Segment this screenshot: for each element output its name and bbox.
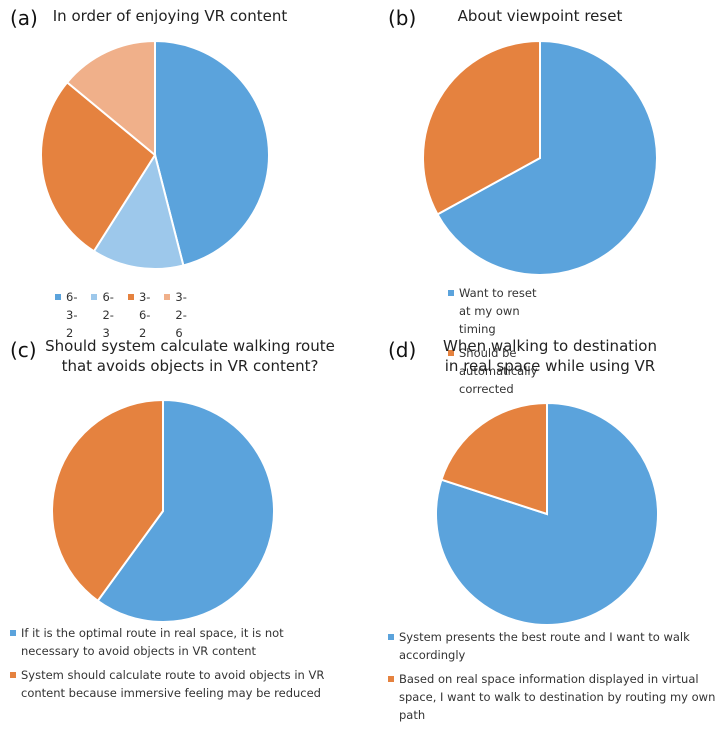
legend-swatch [448, 350, 454, 356]
pie-slice-a-4 [65, 39, 156, 158]
pie-slice-a-1 [154, 39, 270, 267]
legend-item-a-2: 6-2-3 [91, 288, 114, 342]
pie-chart-d [435, 401, 659, 626]
legend-label: Should be automatically corrected [459, 346, 538, 396]
legend-swatch [388, 634, 394, 640]
legend-label: If it is the optimal route in real space… [21, 626, 284, 658]
legend-a: 6-3-2 6-2-3 3-6-2 3-2-6 [55, 288, 187, 342]
pie-slice-d-2 [440, 401, 548, 516]
legend-label: 6-2-3 [102, 290, 114, 340]
pie-slice-a-2 [92, 152, 185, 270]
panel-label-a: (a) [10, 6, 38, 30]
legend-label: 3-6-2 [138, 290, 151, 340]
pie-chart-a [40, 39, 270, 270]
legend-item-d-1: System presents the best route and I wan… [388, 628, 720, 664]
legend-swatch [91, 294, 98, 300]
legend-swatch [10, 630, 16, 636]
legend-item-c-2: System should calculate route to avoid o… [10, 666, 340, 702]
pie-slice-c-1 [96, 398, 275, 623]
legend-item-b-1: Want to reset at my own timing [448, 284, 537, 338]
legend-item-d-2: Based on real space information displaye… [388, 670, 720, 724]
legend-item-a-1: 6-3-2 [55, 288, 77, 342]
pie-slice-c-2 [51, 398, 164, 603]
pie-chart-c [51, 398, 275, 623]
legend-label: 3-2-6 [175, 290, 187, 340]
legend-b: Want to reset at my own timing Should be … [448, 284, 537, 404]
legend-c: If it is the optimal route in real space… [10, 624, 340, 708]
legend-label: 6-3-2 [66, 290, 78, 340]
chart-title-c: Should system calculate walking route th… [45, 337, 335, 375]
legend-swatch [164, 294, 171, 300]
pie-slice-b-2 [422, 39, 541, 216]
legend-swatch [127, 294, 134, 300]
legend-label: Based on real space information displaye… [399, 672, 716, 722]
pie-slice-a-3 [40, 80, 157, 253]
legend-swatch [55, 294, 61, 300]
chart-title-d: When walking to destination in real spac… [443, 337, 657, 375]
legend-swatch [388, 676, 394, 682]
panel-label-b: (b) [388, 6, 417, 30]
legend-item-a-4: 3-2-6 [164, 288, 187, 342]
legend-swatch [448, 290, 454, 296]
legend-label: System presents the best route and I wan… [399, 630, 690, 662]
legend-item-b-2: Should be automatically corrected [448, 344, 537, 398]
chart-title-b: About viewpoint reset [457, 7, 623, 25]
legend-label: System should calculate route to avoid o… [21, 668, 325, 700]
panel-label-d: (d) [388, 338, 417, 362]
pie-slice-b-1 [436, 39, 658, 276]
panel-label-c: (c) [10, 338, 37, 362]
legend-d: System presents the best route and I wan… [388, 628, 720, 730]
pie-chart-b [422, 39, 658, 276]
legend-swatch [10, 672, 16, 678]
legend-item-c-1: If it is the optimal route in real space… [10, 624, 340, 660]
legend-item-a-3: 3-6-2 [127, 288, 151, 342]
chart-title-a: In order of enjoying VR content [52, 7, 288, 25]
legend-label: Want to reset at my own timing [459, 286, 537, 336]
